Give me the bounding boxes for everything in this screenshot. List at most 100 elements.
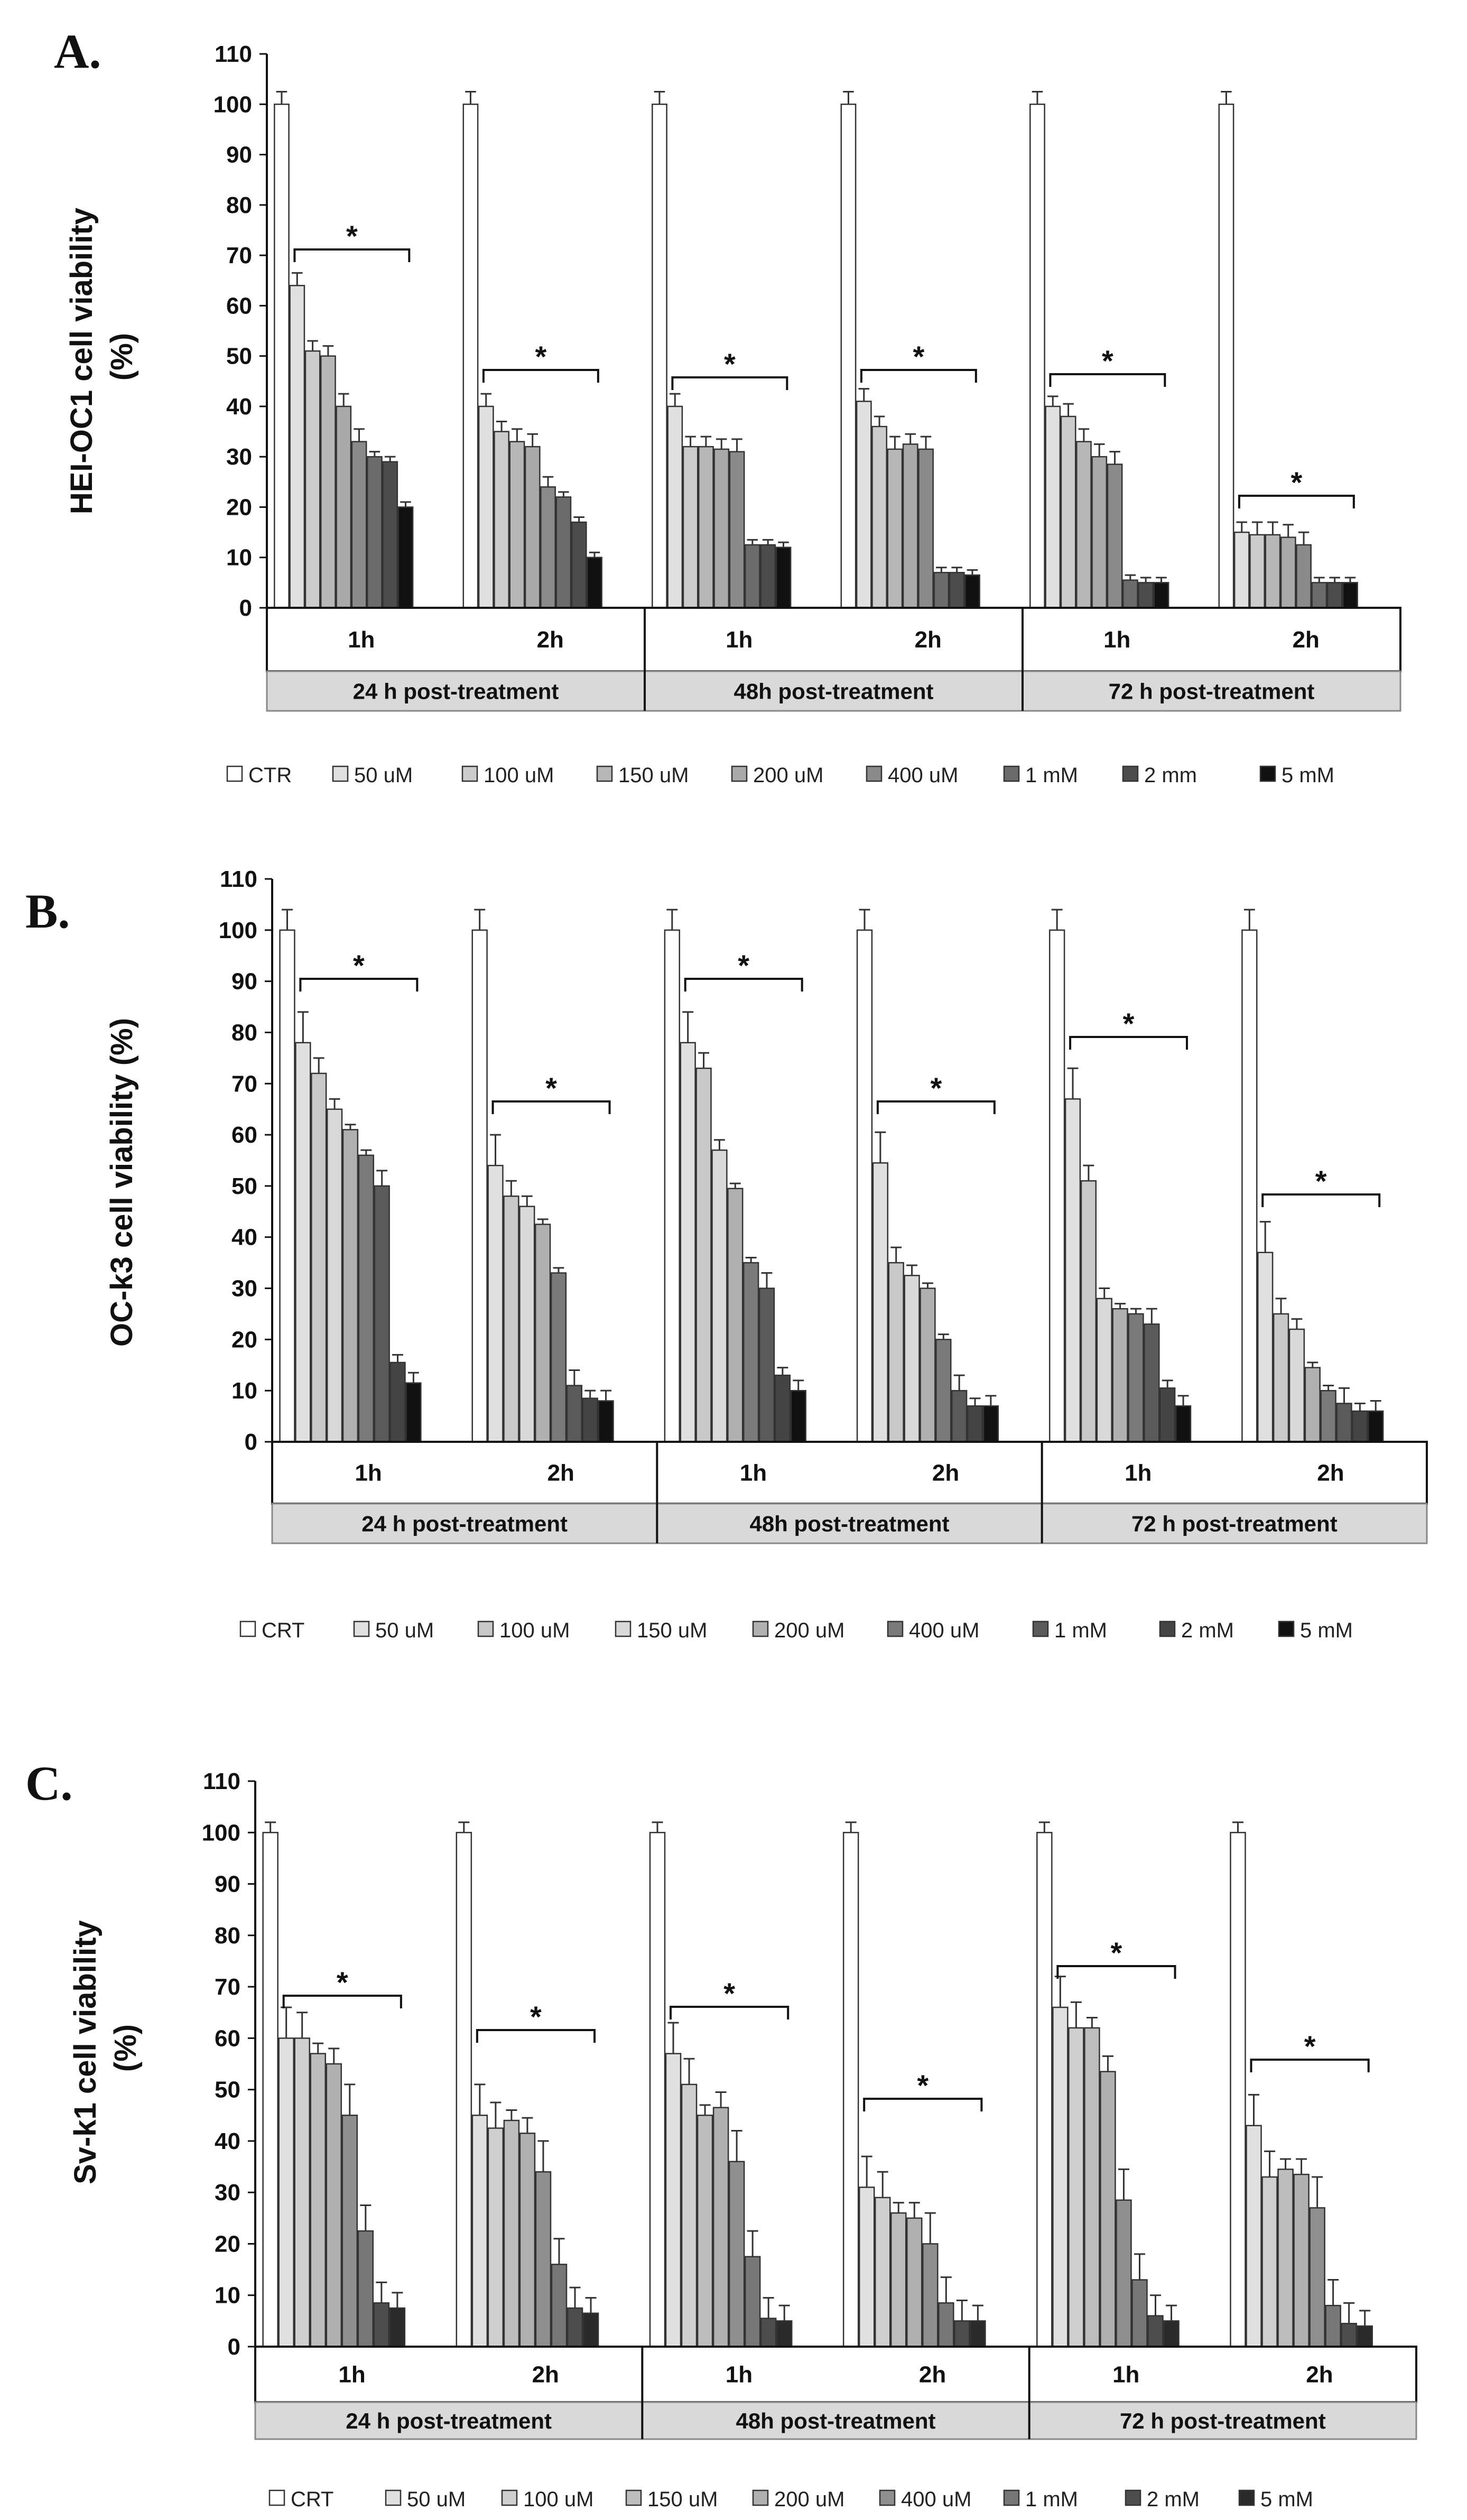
y-tick-label: 110 <box>203 1768 240 1794</box>
legend-swatch <box>501 2489 518 2506</box>
bar-100-um <box>871 425 887 609</box>
significance-bracket <box>491 1100 611 1114</box>
bar-200-um <box>1112 1308 1128 1443</box>
significance-star: * <box>1304 2030 1316 2063</box>
bar-200-um <box>342 1129 359 1443</box>
bar-5-mm <box>1153 582 1169 609</box>
legend-label: 5 mM <box>1260 2488 1313 2511</box>
x-tick-label: 1h <box>338 2362 365 2388</box>
panel-a-chart: A. HEI-OC1 cell viability (%) 0 10 20 30 40 5… <box>54 24 1401 787</box>
bar-100-um <box>1068 2027 1084 2348</box>
y-axis-title-line-1: Sv-k1 cell viability <box>68 1920 103 2184</box>
significance-star: * <box>1111 1936 1122 1969</box>
legend-swatch <box>731 765 748 782</box>
bar-400-um <box>728 2161 745 2348</box>
bar-50-um <box>1064 1098 1081 1443</box>
bar-50-um <box>1246 2125 1262 2348</box>
group-label: 72 h post-treatment <box>1109 679 1315 704</box>
legend-label: CRT <box>262 1619 304 1642</box>
significance-star: * <box>346 219 358 253</box>
bar-crt <box>279 929 295 1443</box>
group-label: 48h post-treatment <box>736 2408 935 2433</box>
bar-400-um <box>935 1339 952 1443</box>
legend-label: 150 uM <box>637 1619 707 1642</box>
x-tick-label: 1h <box>1125 1460 1152 1486</box>
bar-1-mm <box>1311 582 1327 609</box>
bar-5-mm <box>587 557 602 609</box>
bar-crt <box>471 929 488 1443</box>
bar-400-um <box>1107 464 1123 609</box>
y-tick-label: 80 <box>215 1923 240 1949</box>
bar-ctr <box>1029 104 1045 609</box>
legend-swatch <box>866 765 883 782</box>
y-tick-label: 50 <box>226 344 252 369</box>
legend-swatch <box>1122 765 1139 782</box>
significance-bracket <box>293 248 411 262</box>
group-cell <box>1041 1503 1428 1544</box>
bar-100-um <box>1249 534 1265 609</box>
bar-50-um <box>1052 2006 1069 2348</box>
group-label: 24 h post-treatment <box>353 679 559 704</box>
bar-200-um <box>1100 2071 1116 2348</box>
legend-swatch <box>353 1620 370 1637</box>
legend-label: 200 uM <box>774 2488 844 2511</box>
bar-ctr <box>840 104 857 609</box>
legend-label: 5 mM <box>1300 1619 1353 1642</box>
panel-label: B. <box>25 884 70 938</box>
legend-label: CTR <box>248 764 292 787</box>
bar-100-um <box>681 2083 698 2348</box>
y-tick-label: 90 <box>215 1872 240 1897</box>
bar-400-um <box>358 1154 374 1443</box>
significance-bracket <box>282 1995 402 2008</box>
bar-150-um <box>697 2115 713 2348</box>
bar-crt <box>856 929 873 1443</box>
significance-bracket <box>299 978 419 992</box>
group-label: 48h post-treatment <box>734 679 933 704</box>
legend-swatch <box>268 2489 285 2506</box>
x-tick-label: 1h <box>1112 2362 1139 2388</box>
y-tick-label: 10 <box>231 1378 257 1404</box>
bar-400-um <box>918 448 934 609</box>
bar-50-um <box>680 1042 696 1443</box>
y-tick-label: 0 <box>245 1429 257 1455</box>
bar-1-mm <box>357 2230 374 2348</box>
bar-200-um <box>534 1224 551 1443</box>
legend-swatch <box>887 1620 904 1637</box>
bar-150-um <box>509 441 525 609</box>
y-tick-label: 30 <box>231 1276 257 1302</box>
bar-100-um <box>494 431 509 609</box>
bar-2-mm <box>1352 1410 1368 1443</box>
x-tick-label: 2h <box>1293 627 1320 653</box>
x-tick-label: 1h <box>348 627 375 653</box>
panel-c-chart: C. Sv-k1 cell viability (%) 0 10 20 30 40 50 6… <box>25 1756 1417 2511</box>
bar-150-um <box>519 1206 535 1443</box>
y-tick-label: 0 <box>228 2334 240 2360</box>
legend-label: 150 uM <box>647 2488 718 2511</box>
bar-100-um <box>503 1196 519 1443</box>
bar-150-um <box>1084 2027 1100 2348</box>
legend-swatch <box>226 765 243 782</box>
bar-50-um <box>667 405 683 609</box>
bar-5-mm <box>982 1405 999 1443</box>
bar-2-mm <box>1147 2315 1164 2348</box>
bar-5-mm <box>405 1382 422 1443</box>
bar-400-um <box>550 1272 567 1443</box>
legend-label: 1 mM <box>1025 764 1078 787</box>
bar-1-mm <box>1336 1403 1352 1443</box>
bar-5-mm <box>397 506 414 609</box>
bar-1-mm <box>551 2264 568 2348</box>
legend-label: 1 mM <box>1025 2488 1078 2511</box>
group-label: 72 h post-treatment <box>1131 1512 1338 1536</box>
bar-200-um <box>1304 1367 1321 1443</box>
significance-bracket <box>860 369 977 383</box>
group-cell <box>266 670 646 712</box>
y-axis-title-line-2: (%) <box>105 333 139 381</box>
bar-5-mm <box>790 1389 806 1443</box>
bar-ctr <box>274 104 290 609</box>
bar-50-um <box>295 1042 311 1443</box>
bar-crt <box>1230 1832 1246 2348</box>
y-tick-label: 10 <box>226 545 252 571</box>
x-tick-label: 1h <box>726 627 753 653</box>
legend-label: 100 uM <box>484 764 554 787</box>
